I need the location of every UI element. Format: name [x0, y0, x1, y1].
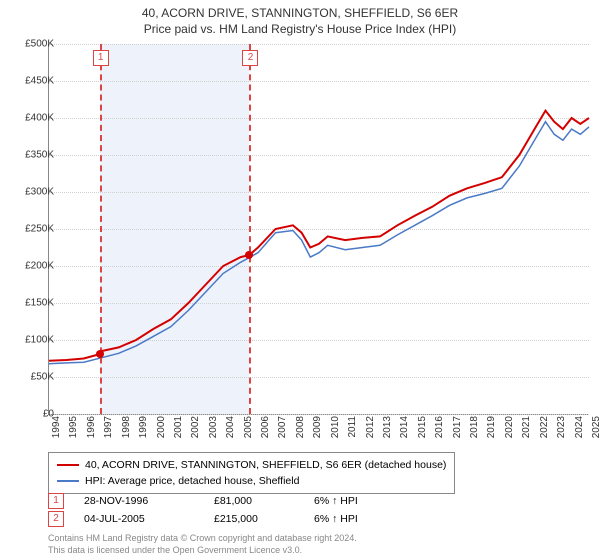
legend-row: 40, ACORN DRIVE, STANNINGTON, SHEFFIELD,… — [57, 457, 446, 473]
chart-subtitle: Price paid vs. HM Land Registry's House … — [0, 22, 600, 36]
legend-label-hpi: HPI: Average price, detached house, Shef… — [85, 473, 299, 489]
legend-swatch-price — [57, 464, 79, 466]
table-row: 2 04-JUL-2005 £215,000 6% ↑ HPI — [48, 510, 394, 528]
x-axis-label: 2018 — [469, 416, 480, 446]
x-axis-label: 1997 — [103, 416, 114, 446]
table-row: 1 28-NOV-1996 £81,000 6% ↑ HPI — [48, 492, 394, 510]
sale-date: 28-NOV-1996 — [84, 495, 194, 507]
series-line-price_paid — [49, 111, 589, 361]
chart-plot-area: 12 — [48, 44, 589, 415]
event-line — [249, 44, 251, 414]
footer-line: Contains HM Land Registry data © Crown c… — [48, 532, 357, 544]
y-axis-label: £200K — [8, 261, 54, 272]
x-axis-label: 2023 — [556, 416, 567, 446]
y-axis-label: £0 — [8, 409, 54, 420]
event-line — [100, 44, 102, 414]
sale-price: £215,000 — [214, 513, 294, 525]
x-axis-label: 2014 — [399, 416, 410, 446]
y-axis-label: £150K — [8, 298, 54, 309]
legend-label-price: 40, ACORN DRIVE, STANNINGTON, SHEFFIELD,… — [85, 457, 446, 473]
y-axis-label: £500K — [8, 39, 54, 50]
x-axis-label: 2013 — [382, 416, 393, 446]
x-axis-label: 2019 — [486, 416, 497, 446]
x-axis-label: 2025 — [591, 416, 600, 446]
x-axis-label: 2004 — [225, 416, 236, 446]
x-axis-label: 2009 — [312, 416, 323, 446]
x-axis-label: 1995 — [68, 416, 79, 446]
legend-box: 40, ACORN DRIVE, STANNINGTON, SHEFFIELD,… — [48, 452, 455, 494]
y-axis-label: £350K — [8, 150, 54, 161]
footer-attribution: Contains HM Land Registry data © Crown c… — [48, 532, 357, 556]
sale-badge: 2 — [48, 511, 64, 527]
y-axis-label: £300K — [8, 187, 54, 198]
event-marker-badge: 1 — [93, 50, 109, 66]
sale-marker-dot — [96, 350, 104, 358]
footer-line: This data is licensed under the Open Gov… — [48, 544, 357, 556]
x-axis-label: 2011 — [347, 416, 358, 446]
legend-swatch-hpi — [57, 480, 79, 482]
x-axis-label: 2024 — [574, 416, 585, 446]
sale-badge: 1 — [48, 493, 64, 509]
event-marker-badge: 2 — [242, 50, 258, 66]
y-axis-label: £100K — [8, 335, 54, 346]
gridline — [49, 414, 589, 415]
x-axis-label: 2016 — [434, 416, 445, 446]
x-axis-label: 1998 — [121, 416, 132, 446]
x-axis-label: 2020 — [504, 416, 515, 446]
x-axis-label: 2021 — [521, 416, 532, 446]
x-axis-label: 1996 — [86, 416, 97, 446]
y-axis-label: £400K — [8, 113, 54, 124]
legend-row: HPI: Average price, detached house, Shef… — [57, 473, 446, 489]
x-axis-label: 2008 — [295, 416, 306, 446]
x-axis-label: 2012 — [365, 416, 376, 446]
sale-delta: 6% ↑ HPI — [314, 513, 394, 525]
x-axis-label: 2002 — [190, 416, 201, 446]
sale-date: 04-JUL-2005 — [84, 513, 194, 525]
x-axis-label: 2017 — [452, 416, 463, 446]
x-axis-label: 2003 — [208, 416, 219, 446]
y-axis-label: £250K — [8, 224, 54, 235]
sale-price: £81,000 — [214, 495, 294, 507]
chart-svg — [49, 44, 589, 414]
sale-delta: 6% ↑ HPI — [314, 495, 394, 507]
title-block: 40, ACORN DRIVE, STANNINGTON, SHEFFIELD,… — [0, 0, 600, 36]
x-axis-label: 2015 — [417, 416, 428, 446]
x-axis-label: 2000 — [156, 416, 167, 446]
x-axis-label: 2010 — [330, 416, 341, 446]
x-axis-label: 2007 — [277, 416, 288, 446]
sales-table: 1 28-NOV-1996 £81,000 6% ↑ HPI 2 04-JUL-… — [48, 492, 394, 528]
x-axis-label: 1999 — [138, 416, 149, 446]
sale-marker-dot — [245, 251, 253, 259]
x-axis-label: 1994 — [51, 416, 62, 446]
x-axis-label: 2022 — [539, 416, 550, 446]
x-axis-label: 2005 — [243, 416, 254, 446]
y-axis-label: £50K — [8, 372, 54, 383]
chart-container: 40, ACORN DRIVE, STANNINGTON, SHEFFIELD,… — [0, 0, 600, 560]
chart-title: 40, ACORN DRIVE, STANNINGTON, SHEFFIELD,… — [0, 6, 600, 20]
y-axis-label: £450K — [8, 76, 54, 87]
x-axis-label: 2001 — [173, 416, 184, 446]
x-axis-label: 2006 — [260, 416, 271, 446]
